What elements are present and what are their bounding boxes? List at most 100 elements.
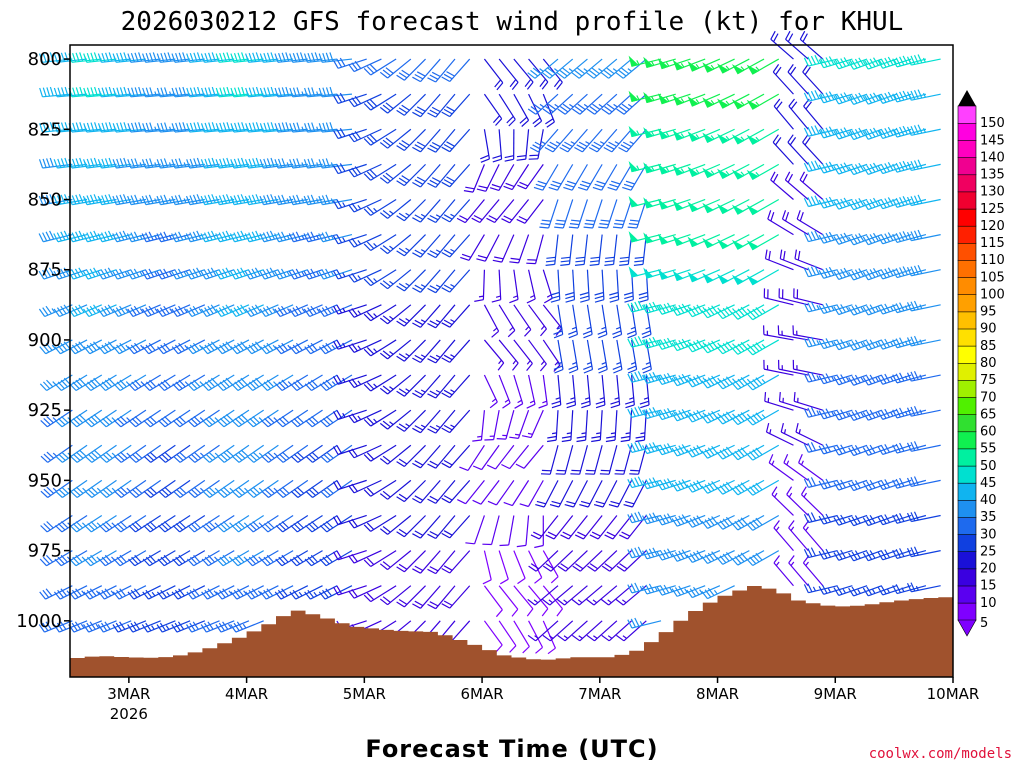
wind-barb	[818, 231, 853, 244]
wind-barb	[818, 266, 853, 279]
wind-barb	[114, 444, 147, 463]
wind-barb	[528, 339, 547, 372]
wind-barb	[143, 409, 176, 428]
colorbar-cell	[957, 516, 977, 535]
wind-barb	[601, 620, 632, 642]
wind-barb	[156, 620, 191, 633]
wind-barb	[627, 476, 662, 489]
wind-barb	[441, 444, 471, 469]
wind-barb	[767, 210, 794, 236]
wind-barb	[156, 585, 191, 600]
wind-barb	[396, 128, 426, 152]
colorbar-cell	[957, 499, 977, 518]
wind-barb	[862, 267, 897, 281]
colorbar-label: 90	[980, 322, 997, 337]
wind-barb	[568, 304, 578, 339]
wind-barb	[528, 93, 543, 128]
wind-barb	[574, 515, 603, 540]
wind-barb	[906, 511, 941, 523]
wind-barb	[516, 129, 530, 161]
wind-barb	[795, 422, 824, 446]
wind-barb	[833, 339, 868, 351]
wind-barb	[612, 304, 623, 339]
wind-barb	[427, 93, 456, 118]
wind-barb	[112, 230, 147, 243]
wind-barb	[563, 164, 588, 191]
wind-barb	[396, 304, 426, 327]
wind-barb	[318, 158, 353, 169]
wind-barb	[627, 339, 638, 374]
colorbar-cell	[957, 362, 977, 381]
wind-barb	[641, 336, 676, 349]
wind-barb	[187, 479, 220, 498]
wind-barb	[671, 585, 706, 597]
wind-barb	[731, 198, 765, 215]
wind-barb	[379, 409, 412, 430]
wind-barb	[818, 478, 853, 490]
wind-barb	[548, 164, 574, 191]
wind-barb	[412, 163, 441, 188]
colorbar-label: 45	[980, 476, 997, 491]
wind-barb	[641, 583, 676, 595]
wind-barb	[396, 269, 426, 292]
wind-barb	[348, 128, 382, 143]
wind-barb	[746, 93, 780, 110]
wind-barb	[671, 444, 706, 457]
colorbar-cell	[957, 225, 977, 244]
wind-barb	[68, 304, 103, 318]
wind-barb	[396, 374, 426, 397]
colorbar-cell	[957, 157, 977, 176]
wind-barb	[498, 93, 516, 127]
wind-barb	[53, 267, 88, 280]
colorbar-cell	[957, 259, 977, 278]
wind-barb	[576, 410, 589, 443]
wind-barb	[127, 304, 161, 318]
wind-barb	[764, 392, 794, 411]
wind-barb	[772, 134, 794, 165]
colorbar-cell	[957, 551, 977, 570]
wind-barb	[656, 513, 691, 526]
colorbar-label: 30	[980, 527, 997, 542]
wind-barb	[482, 515, 500, 546]
wind-barb	[591, 410, 603, 443]
wind-barb	[561, 410, 574, 443]
colorbar-cell	[957, 414, 977, 433]
wind-barb	[803, 406, 838, 418]
wind-barb	[83, 550, 117, 567]
wind-barb	[476, 234, 500, 262]
wind-barb	[396, 234, 426, 257]
colorbar-label: 70	[980, 390, 997, 405]
wind-barb	[671, 338, 706, 352]
wind-barb	[848, 479, 882, 492]
wind-barb	[412, 304, 441, 328]
wind-barb	[560, 515, 588, 540]
wind-barb	[833, 232, 868, 245]
wind-barb	[274, 339, 309, 355]
wind-barb	[244, 267, 279, 280]
y-tick-label: 975	[28, 541, 62, 562]
wind-barb	[141, 268, 176, 280]
wind-barb	[671, 549, 706, 562]
wind-barb	[396, 515, 426, 538]
wind-barb	[717, 93, 750, 109]
wind-barb	[318, 268, 353, 280]
wind-barb	[785, 30, 809, 60]
wind-barb	[513, 58, 534, 90]
wind-barb	[379, 550, 412, 571]
wind-barb	[441, 479, 471, 504]
wind-barb	[609, 269, 620, 303]
wind-barb	[38, 230, 73, 243]
wind-barb	[40, 444, 73, 463]
wind-barb	[230, 194, 264, 206]
wind-barb	[84, 514, 117, 533]
wind-barb	[171, 620, 206, 633]
wind-barb	[906, 194, 941, 207]
wind-barb	[542, 93, 555, 128]
wind-barb	[862, 585, 897, 597]
wind-barb	[702, 163, 735, 179]
wind-barb	[483, 58, 504, 91]
wind-barb	[587, 550, 618, 572]
wind-barb	[348, 234, 382, 248]
wind-barb	[612, 339, 623, 374]
colorbar-label: 40	[980, 493, 997, 508]
